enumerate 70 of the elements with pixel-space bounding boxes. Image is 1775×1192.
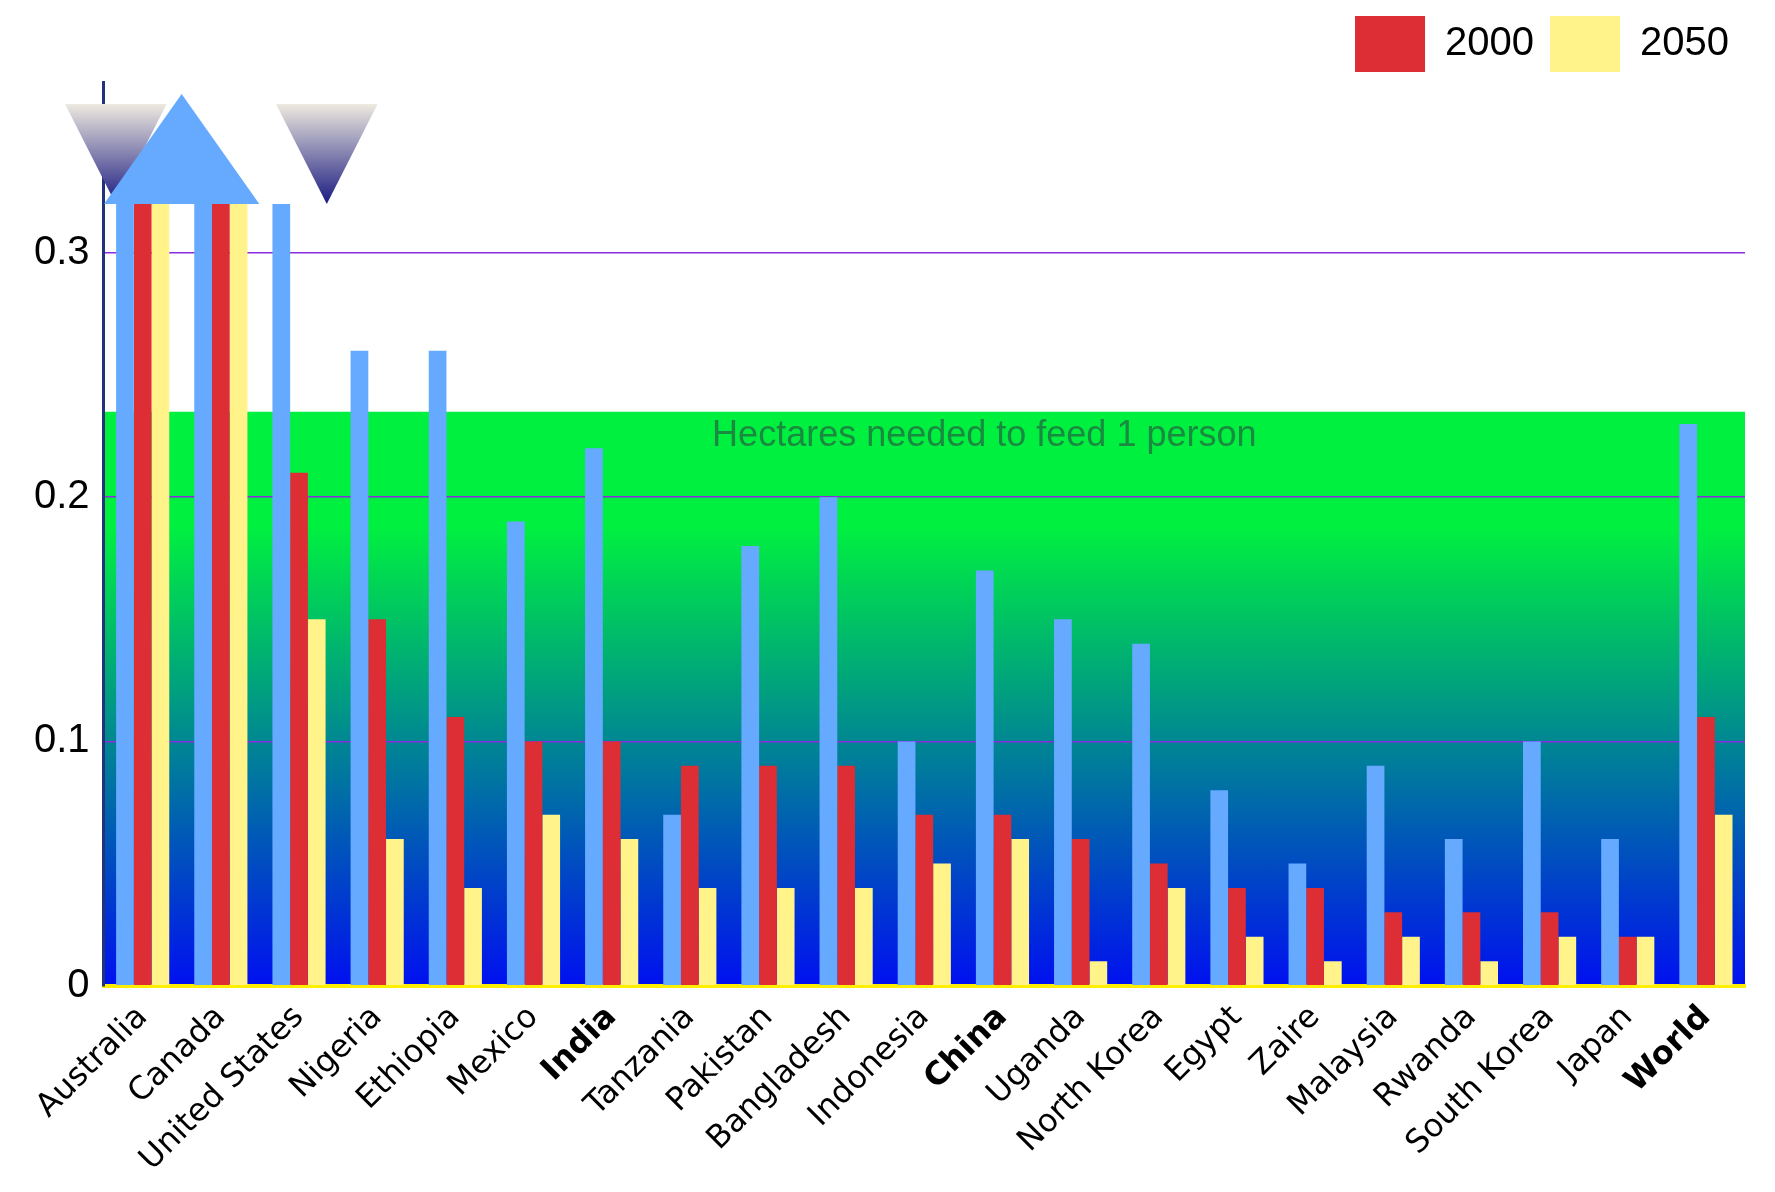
bar: [993, 814, 1012, 985]
bar: [116, 204, 134, 985]
bar: [680, 765, 699, 985]
bar: [350, 350, 369, 985]
bar: [1149, 863, 1168, 985]
bar: [915, 814, 934, 985]
bar: [837, 765, 855, 985]
bar: [819, 497, 838, 985]
legend-label: 2050: [1640, 19, 1729, 64]
bar: [1523, 741, 1541, 985]
bar: [386, 839, 404, 985]
bar: [855, 887, 873, 985]
bar: [1444, 839, 1463, 985]
bar: [663, 814, 681, 985]
bar: [1245, 936, 1264, 985]
band-label: Hectares needed to feed 1 person: [712, 412, 1257, 454]
bar: [1323, 961, 1342, 985]
bar: [1618, 936, 1637, 985]
bar: [975, 570, 994, 985]
bar: [1697, 716, 1715, 985]
bar: [602, 741, 621, 985]
legend-label: 2000: [1445, 19, 1535, 64]
bar: [1402, 936, 1420, 985]
bar: [1054, 619, 1072, 985]
bar: [446, 716, 465, 985]
bar: [1480, 961, 1499, 985]
bar: [542, 814, 561, 985]
bar: [1132, 643, 1150, 985]
bar: [1540, 912, 1559, 985]
bar: [741, 546, 760, 985]
bar: [290, 472, 308, 985]
bar: [1636, 936, 1655, 985]
y-tick-label: 0: [67, 960, 90, 1005]
bar: [1210, 790, 1229, 985]
bar: [1366, 765, 1385, 985]
bar: [1384, 912, 1403, 985]
bar: [897, 741, 916, 985]
bar: [151, 204, 170, 985]
bar: [1011, 839, 1030, 985]
bar: [506, 521, 525, 985]
bar: [698, 887, 717, 985]
bar: [133, 204, 152, 985]
bar: [368, 619, 387, 985]
bar: [1679, 423, 1698, 985]
bar: [272, 204, 291, 985]
bar: [1167, 887, 1186, 985]
bar: [1601, 839, 1619, 985]
bar: [776, 887, 795, 985]
y-tick-label: 0.1: [34, 716, 90, 761]
bar: [229, 204, 248, 985]
bar: [1462, 912, 1481, 985]
bar: [211, 204, 230, 985]
bar: [1071, 839, 1090, 985]
bar: [1228, 887, 1246, 985]
bar: [933, 863, 951, 985]
bar: [524, 741, 543, 985]
bar: [759, 765, 777, 985]
bar: [428, 350, 447, 985]
bar: [307, 619, 326, 985]
y-tick-label: 0.2: [34, 472, 90, 517]
bar: [1714, 814, 1733, 985]
bar: [620, 839, 639, 985]
bar: [1089, 961, 1108, 985]
bar: [1558, 936, 1577, 985]
bar: [464, 887, 482, 985]
bar: [585, 448, 603, 985]
bar: [1288, 863, 1307, 985]
bar: [194, 204, 212, 985]
bar: [1306, 887, 1324, 985]
y-tick-label: 0.3: [34, 227, 90, 272]
